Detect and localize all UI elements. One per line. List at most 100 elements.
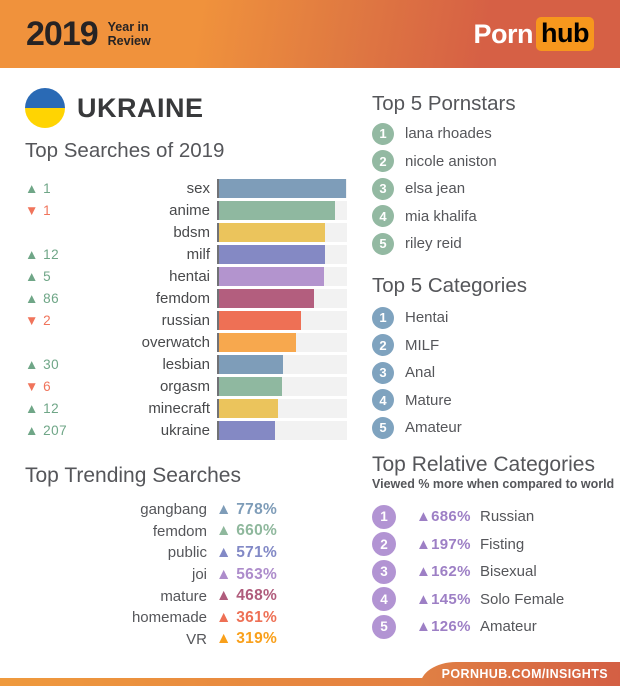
rank-badge: 5 xyxy=(372,416,394,439)
pornstar-name: riley reid xyxy=(405,235,462,253)
rank-change: ▼ 6 xyxy=(25,378,52,394)
search-row: ▲ 207 ukraine xyxy=(25,419,347,441)
bar xyxy=(219,354,283,374)
bar-track xyxy=(217,266,347,286)
relative-item: 5 ▲126% Amateur xyxy=(372,613,564,641)
insights-url-link[interactable]: PORNHUB.COM/INSIGHTS xyxy=(441,667,608,681)
relative-item: 2 ▲197% Fisting xyxy=(372,531,564,559)
rank-badge: 1 xyxy=(372,306,394,329)
bar xyxy=(219,310,301,330)
category-item: 5 Amateur xyxy=(372,414,462,442)
rank-badge: 4 xyxy=(372,587,396,612)
bar xyxy=(219,398,278,418)
bar-track xyxy=(217,222,347,242)
relative-item: 1 ▲686% Russian xyxy=(372,503,564,531)
relative-title: Top Relative Categories xyxy=(372,453,595,476)
header-banner: 2019 Year in Review Porn hub xyxy=(0,0,620,68)
category-item: 3 Anal xyxy=(372,359,462,387)
search-row: ▲ 1 sex xyxy=(25,177,347,199)
search-term: overwatch xyxy=(141,333,210,351)
search-row: ▲ 12 minecraft xyxy=(25,397,347,419)
search-row: bdsm xyxy=(25,221,347,243)
bar-track xyxy=(217,244,347,264)
rank-change: ▲ 207 xyxy=(25,422,68,438)
trending-title: Top Trending Searches xyxy=(25,464,241,487)
relative-value: ▲126% xyxy=(416,618,471,636)
rank-change: ▼ 2 xyxy=(25,312,52,328)
bar xyxy=(219,420,276,440)
trending-term: VR xyxy=(186,630,207,648)
trending-row: homemade ▲ 361% xyxy=(25,607,305,629)
rank-change: ▲ 30 xyxy=(25,356,60,372)
search-row: ▼ 6 orgasm xyxy=(25,375,347,397)
ukraine-flag-icon xyxy=(25,88,65,128)
rank-badge: 1 xyxy=(372,504,396,529)
rank-change: ▼ 1 xyxy=(25,202,52,218)
bar-track xyxy=(217,398,347,418)
trending-value: ▲ 361% xyxy=(216,608,278,626)
bar-track xyxy=(217,288,347,308)
pornstars-list: 1 lana rhoades 2 nicole aniston 3 elsa j… xyxy=(372,120,497,258)
rank-badge: 2 xyxy=(372,150,394,173)
top-searches-chart: ▲ 1 sex ▼ 1 anime bdsm ▲ 12 milf ▲ 5 hen… xyxy=(25,177,347,441)
bar xyxy=(219,244,326,264)
rank-badge: 4 xyxy=(372,205,394,228)
trending-list: gangbang ▲ 778% femdom ▲ 660% public ▲ 5… xyxy=(25,499,305,650)
search-term: milf xyxy=(186,245,210,263)
search-row: ▲ 12 milf xyxy=(25,243,347,265)
rank-badge: 4 xyxy=(372,389,394,412)
rank-change: ▲ 12 xyxy=(25,246,60,262)
trending-row: VR ▲ 319% xyxy=(25,629,305,651)
category-item: 1 Hentai xyxy=(372,304,462,332)
trending-term: joi xyxy=(191,566,207,584)
search-term: russian xyxy=(161,311,210,329)
search-term: anime xyxy=(169,201,210,219)
top-searches-title: Top Searches of 2019 xyxy=(25,139,225,162)
logo-hub-badge: hub xyxy=(536,17,594,51)
tagline-line1: Year in xyxy=(107,19,149,34)
bar-track xyxy=(217,200,347,220)
search-term: bdsm xyxy=(173,223,210,241)
search-row: overwatch xyxy=(25,331,347,353)
trending-term: mature xyxy=(160,587,207,605)
trending-row: public ▲ 571% xyxy=(25,542,305,564)
rank-badge: 1 xyxy=(372,122,394,145)
search-term: femdom xyxy=(155,289,210,307)
bar xyxy=(219,222,326,242)
search-row: ▼ 1 anime xyxy=(25,199,347,221)
pornstar-item: 4 mia khalifa xyxy=(372,203,497,231)
bar-track xyxy=(217,178,347,198)
search-row: ▲ 5 hentai xyxy=(25,265,347,287)
relative-name: Fisting xyxy=(480,535,525,553)
country-header: UKRAINE xyxy=(25,88,204,128)
pornstar-name: mia khalifa xyxy=(405,207,477,225)
search-term: lesbian xyxy=(162,355,210,373)
relative-name: Solo Female xyxy=(480,590,565,608)
trending-row: gangbang ▲ 778% xyxy=(25,499,305,521)
trending-term: homemade xyxy=(131,609,207,627)
bar-track xyxy=(217,376,347,396)
trending-value: ▲ 660% xyxy=(216,522,278,540)
rank-badge: 3 xyxy=(372,361,394,384)
trending-value: ▲ 319% xyxy=(216,630,278,648)
categories-title: Top 5 Categories xyxy=(372,274,527,297)
search-row: ▲ 30 lesbian xyxy=(25,353,347,375)
relative-value: ▲162% xyxy=(416,563,471,581)
bar-track xyxy=(217,354,347,374)
relative-name: Russian xyxy=(480,508,535,526)
trending-row: mature ▲ 468% xyxy=(25,585,305,607)
search-term: sex xyxy=(186,179,210,197)
rank-change: ▲ 86 xyxy=(25,290,60,306)
rank-change: ▲ 5 xyxy=(25,268,52,284)
bar-track xyxy=(217,310,347,330)
year-label: 2019 xyxy=(26,14,99,53)
tagline: Year in Review xyxy=(108,20,151,49)
relative-value: ▲686% xyxy=(416,508,471,526)
rank-badge: 3 xyxy=(372,559,396,584)
footer-tab: PORNHUB.COM/INSIGHTS xyxy=(420,662,620,686)
bar xyxy=(219,376,282,396)
rank-change: ▲ 12 xyxy=(25,400,60,416)
relative-value: ▲197% xyxy=(416,535,471,553)
search-term: minecraft xyxy=(148,399,210,417)
categories-list: 1 Hentai 2 MILF 3 Anal 4 Mature 5 Amateu… xyxy=(372,304,462,442)
